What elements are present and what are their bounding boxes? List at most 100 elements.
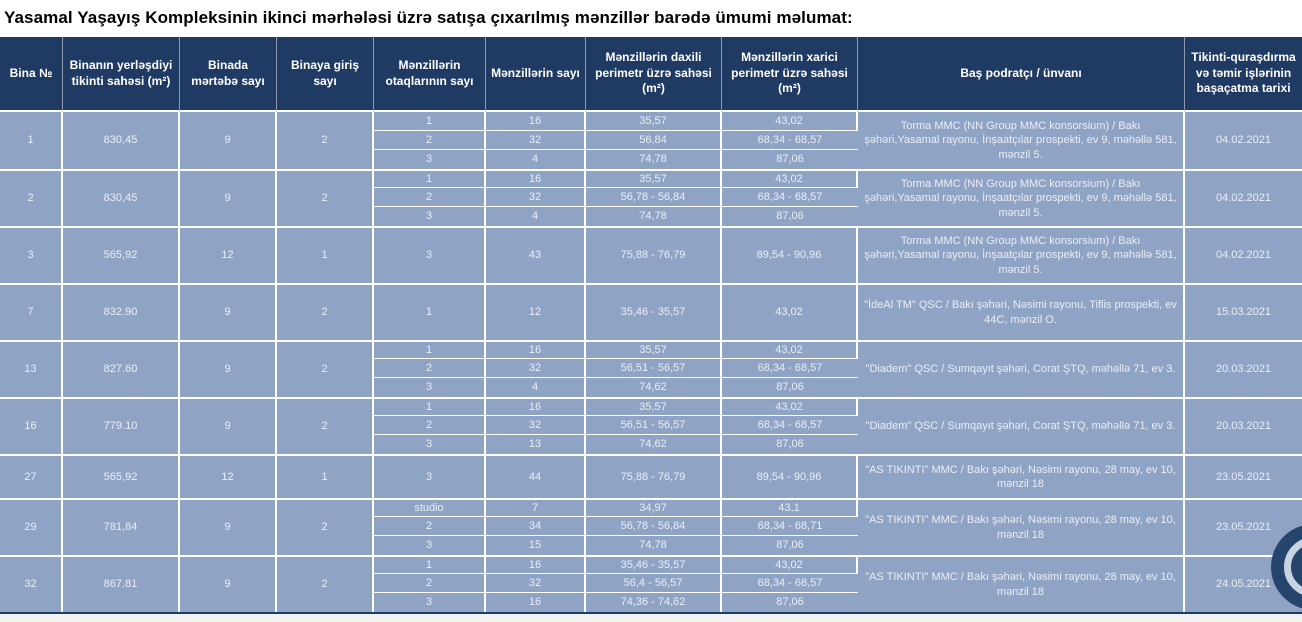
cell-xarici-perimetr: 87,06 bbox=[722, 150, 858, 169]
table-row: 2 32 56,78 - 56,84 68,34 - 68,57 bbox=[0, 188, 1302, 207]
table-row: 3 565,92 12 1 3 43 75,88 - 76,79 89,54 - 90,96 T… bbox=[0, 226, 1302, 283]
cell-daxili-perimetr: 56,4 - 56,57 bbox=[586, 574, 722, 593]
table-row: 27 565,92 12 1 3 44 75,88 - 76,79 89,54 - 90,96… bbox=[0, 454, 1302, 498]
cell-tikinti-sahesi: 832.90 bbox=[63, 283, 180, 340]
column-header-mertebe-sayi: Binada mərtəbə sayı bbox=[180, 37, 277, 112]
cell-daxili-perimetr: 75,88 - 76,79 bbox=[586, 226, 722, 283]
cell-xarici-perimetr: 43,02 bbox=[722, 112, 858, 131]
cell-daxili-perimetr: 74,78 bbox=[586, 150, 722, 169]
cell-tarix: 04.02.2021 bbox=[1185, 226, 1302, 283]
cell-tikinti-sahesi: 830,45 bbox=[63, 112, 180, 169]
cell-xarici-perimetr: 68,34 - 68,71 bbox=[722, 517, 858, 536]
cell-xarici-perimetr: 89,54 - 90,96 bbox=[722, 226, 858, 283]
cell-tarix: 20.03.2021 bbox=[1185, 397, 1302, 454]
cell-mertebe-sayi: 12 bbox=[180, 226, 277, 283]
cell-daxili-perimetr: 74,78 bbox=[586, 207, 722, 226]
table-row: 3 4 74,62 87,06 bbox=[0, 378, 1302, 397]
cell-menzil-sayi: 32 bbox=[486, 574, 586, 593]
cell-xarici-perimetr: 43,02 bbox=[722, 555, 858, 574]
cell-xarici-perimetr: 68,34 - 68,57 bbox=[722, 188, 858, 207]
cell-daxili-perimetr: 56,51 - 56,57 bbox=[586, 416, 722, 435]
cell-xarici-perimetr: 43,02 bbox=[722, 283, 858, 340]
column-header-daxili-perimetr: Mənzillərin daxili perimetr üzrə sahəsi … bbox=[586, 37, 722, 112]
cell-giris-sayi: 2 bbox=[277, 340, 374, 397]
cell-giris-sayi: 2 bbox=[277, 283, 374, 340]
cell-otaq-sayi: 3 bbox=[374, 454, 486, 498]
cell-podratci: Torma MMC (NN Group MMC konsorsium) / Ba… bbox=[858, 169, 1185, 226]
cell-otaq-sayi: 1 bbox=[374, 555, 486, 574]
page-title: Yasamal Yaşayış Kompleksinin ikinci mərh… bbox=[0, 0, 1302, 37]
column-header-bina-no: Bina № bbox=[0, 37, 63, 112]
cell-tarix: 04.02.2021 bbox=[1185, 169, 1302, 226]
cell-podratci: "Diadem" QSC / Sumqayıt şəhəri, Corat ŞT… bbox=[858, 397, 1185, 454]
cell-menzil-sayi: 32 bbox=[486, 416, 586, 435]
cell-menzil-sayi: 4 bbox=[486, 207, 586, 226]
cell-tikinti-sahesi: 565,92 bbox=[63, 454, 180, 498]
table-row: 2 32 56,84 68,34 - 68,57 bbox=[0, 131, 1302, 150]
cell-daxili-perimetr: 75,88 - 76,79 bbox=[586, 454, 722, 498]
cell-tikinti-sahesi: 830,45 bbox=[63, 169, 180, 226]
cell-daxili-perimetr: 74,78 bbox=[586, 536, 722, 555]
table-row: 3 4 74,78 87,06 bbox=[0, 150, 1302, 169]
cell-tarix: 23.05.2021 bbox=[1185, 454, 1302, 498]
cell-podratci: "AS TIKINTI" MMC / Bakı şəhəri, Nəsimi r… bbox=[858, 454, 1185, 498]
cell-menzil-sayi: 12 bbox=[486, 283, 586, 340]
cell-tarix: 15.03.2021 bbox=[1185, 283, 1302, 340]
apartments-table: Bina № Binanın yerləşdiyi tikinti sahəsi… bbox=[0, 37, 1302, 614]
cell-xarici-perimetr: 43,1 bbox=[722, 498, 858, 517]
cell-bina-no: 32 bbox=[0, 555, 63, 612]
table-row: 3 16 74,36 - 74,62 87,06 bbox=[0, 593, 1302, 612]
cell-menzil-sayi: 4 bbox=[486, 150, 586, 169]
cell-otaq-sayi: 2 bbox=[374, 131, 486, 150]
cell-menzil-sayi: 34 bbox=[486, 517, 586, 536]
cell-xarici-perimetr: 68,34 - 68,57 bbox=[722, 131, 858, 150]
cell-daxili-perimetr: 35,57 bbox=[586, 112, 722, 131]
cell-menzil-sayi: 4 bbox=[486, 378, 586, 397]
cell-podratci: Torma MMC (NN Group MMC konsorsium) / Ba… bbox=[858, 226, 1185, 283]
cell-xarici-perimetr: 68,34 - 68,57 bbox=[722, 359, 858, 378]
cell-daxili-perimetr: 35,57 bbox=[586, 397, 722, 416]
cell-daxili-perimetr: 56,51 - 56,57 bbox=[586, 359, 722, 378]
cell-daxili-perimetr: 34,97 bbox=[586, 498, 722, 517]
table-row: 29 781,84 9 2 studio 7 34,97 43,1 "AS TIKINTI" M… bbox=[0, 498, 1302, 555]
cell-xarici-perimetr: 43,02 bbox=[722, 397, 858, 416]
cell-menzil-sayi: 32 bbox=[486, 188, 586, 207]
cell-xarici-perimetr: 87,06 bbox=[722, 593, 858, 612]
cell-tikinti-sahesi: 565,92 bbox=[63, 226, 180, 283]
cell-tarix: 04.02.2021 bbox=[1185, 112, 1302, 169]
cell-bina-no: 3 bbox=[0, 226, 63, 283]
table-row: 3 15 74,78 87,06 bbox=[0, 536, 1302, 555]
cell-podratci: "Diadem" QSC / Sumqayıt şəhəri, Corat ŞT… bbox=[858, 340, 1185, 397]
cell-daxili-perimetr: 74,62 bbox=[586, 378, 722, 397]
cell-xarici-perimetr: 87,06 bbox=[722, 435, 858, 454]
table-header: Bina № Binanın yerləşdiyi tikinti sahəsi… bbox=[0, 37, 1302, 112]
cell-otaq-sayi: 3 bbox=[374, 226, 486, 283]
cell-podratci: "İdeAl TM" QSC / Bakı şəhəri, Nəsimi ray… bbox=[858, 283, 1185, 340]
cell-menzil-sayi: 44 bbox=[486, 454, 586, 498]
cell-menzil-sayi: 13 bbox=[486, 435, 586, 454]
cell-otaq-sayi: 3 bbox=[374, 207, 486, 226]
table-row: 3 4 74,78 87,06 bbox=[0, 207, 1302, 226]
cell-menzil-sayi: 7 bbox=[486, 498, 586, 517]
cell-otaq-sayi: 2 bbox=[374, 574, 486, 593]
cell-podratci: "AS TIKINTI" MMC / Bakı şəhəri, Nəsimi r… bbox=[858, 555, 1185, 612]
column-header-tikinti-sahesi: Binanın yerləşdiyi tikinti sahəsi (m²) bbox=[63, 37, 180, 112]
cell-tikinti-sahesi: 867.81 bbox=[63, 555, 180, 612]
cell-podratci: "AS TIKINTI" MMC / Bakı şəhəri, Nəsimi r… bbox=[858, 498, 1185, 555]
table-row: 3 13 74,62 87,06 bbox=[0, 435, 1302, 454]
cell-giris-sayi: 2 bbox=[277, 498, 374, 555]
table-body: 1 830,45 9 2 1 16 35,57 43,02 Torma MMC (NN Grou… bbox=[0, 112, 1302, 612]
cell-bina-no: 13 bbox=[0, 340, 63, 397]
column-header-xarici-perimetr: Mənzillərin xarici perimetr üzrə sahəsi … bbox=[722, 37, 858, 112]
cell-podratci: Torma MMC (NN Group MMC konsorsium) / Ba… bbox=[858, 112, 1185, 169]
table-row: 2 32 56,51 - 56,57 68,34 - 68,57 bbox=[0, 416, 1302, 435]
cell-tikinti-sahesi: 781,84 bbox=[63, 498, 180, 555]
table-row: 32 867.81 9 2 1 16 35,46 - 35,57 43,02 "AS TIKIN… bbox=[0, 555, 1302, 612]
cell-xarici-perimetr: 89,54 - 90,96 bbox=[722, 454, 858, 498]
cell-daxili-perimetr: 74,62 bbox=[586, 435, 722, 454]
table-row: 2 830,45 9 2 1 16 35,57 43,02 Torma MMC (NN Grou… bbox=[0, 169, 1302, 226]
cell-xarici-perimetr: 87,06 bbox=[722, 536, 858, 555]
cell-daxili-perimetr: 35,46 - 35,57 bbox=[586, 283, 722, 340]
cell-menzil-sayi: 16 bbox=[486, 593, 586, 612]
